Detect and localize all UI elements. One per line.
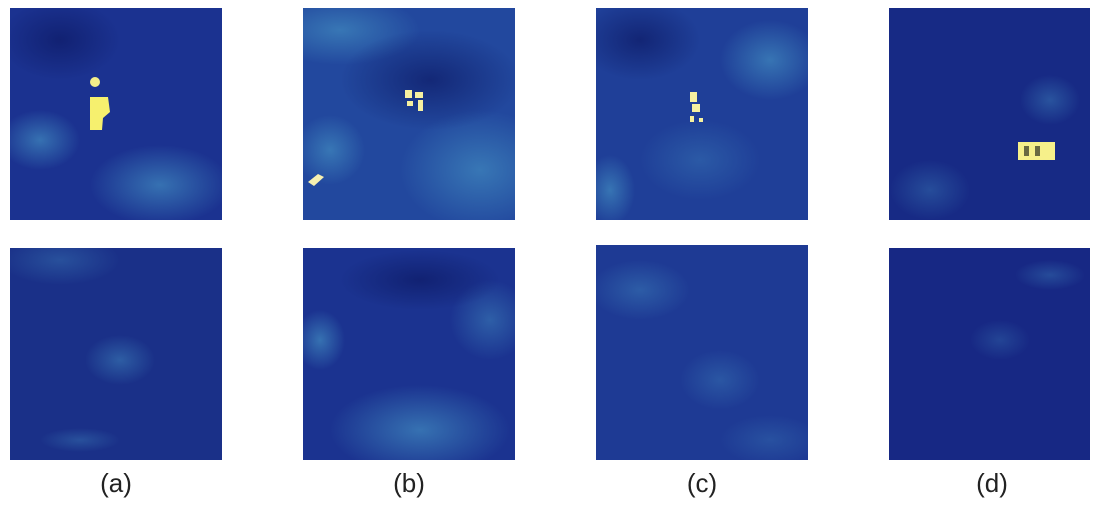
image-panel [889, 248, 1090, 460]
image-panel [260, 0, 560, 230]
figure: (a) (b) (c) (d) [0, 0, 1095, 507]
panel-label: (b) [393, 468, 425, 498]
image-panel [580, 0, 820, 225]
image-panel [889, 8, 1090, 220]
panel-label: (d) [976, 468, 1008, 498]
image-panel [295, 248, 530, 475]
image-panel [0, 0, 230, 225]
image-panel [0, 235, 222, 460]
panel-label: (c) [687, 468, 717, 498]
panel-label: (a) [100, 468, 132, 498]
image-panel [590, 245, 820, 465]
